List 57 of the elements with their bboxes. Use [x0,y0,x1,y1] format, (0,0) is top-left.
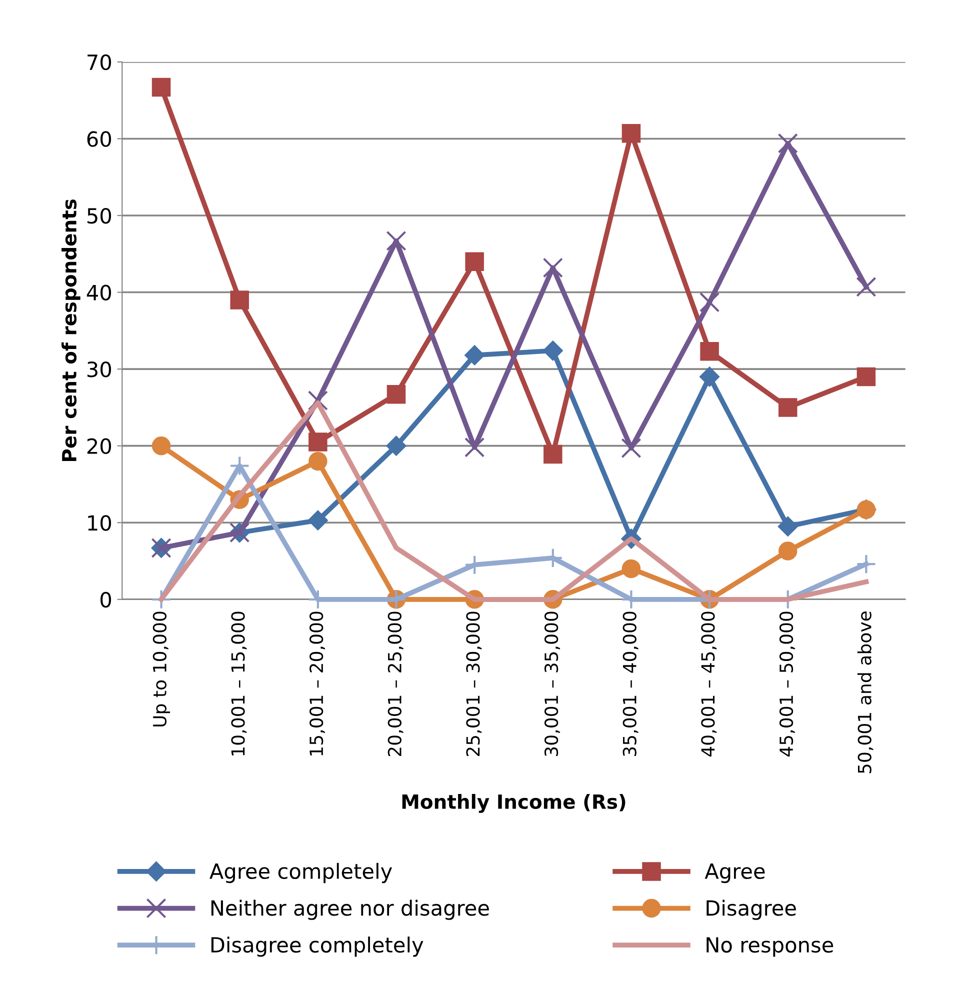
point [152,78,171,97]
point [230,290,249,310]
x-tick-label: 20,001 – 25,000 [388,612,404,756]
x-tick-label: 15,001 – 20,000 [310,612,325,756]
point [778,542,798,560]
point [778,133,798,154]
x-tick-label: 45,001 – 50,000 [779,612,795,756]
point [542,258,563,278]
point [308,510,328,530]
point [543,340,563,361]
legend-label: Disagree completely [211,936,424,957]
point [622,559,641,578]
y-tick-label: 0 [100,592,112,608]
point [544,444,562,464]
y-tick-label: 40 [86,284,112,300]
point [308,452,328,471]
legend-label: Disagree [706,900,796,920]
point [386,230,406,251]
x-axis-title: Monthly Income (Rs) [402,794,626,813]
y-tick-label: 30 [87,362,112,378]
y-tick-label: 10 [88,515,112,531]
point [700,342,719,361]
legend-label: Agree completely [210,862,392,884]
point [621,438,642,458]
legend-label: Agree [704,864,765,884]
y-axis-title: Per cent of respondents [62,199,80,462]
point [464,437,485,458]
x-tick-label: 25,001 – 30,000 [466,612,482,756]
point [308,432,328,452]
x-tick-label: Up to 10,000 [152,612,170,726]
point [386,436,406,456]
point [308,390,328,411]
y-tick-label: 50 [87,208,112,224]
x-tick-label: 40,001 – 45,000 [701,612,717,756]
x-tick-label: 35,001 – 40,000 [622,612,638,756]
point [778,516,798,536]
point [856,367,876,386]
legend-label: No response [706,937,834,957]
point [230,456,250,476]
x-tick-label: 10,001 – 15,000 [231,612,247,756]
point [856,554,876,574]
point [778,398,798,417]
x-tick-label: 50,001 and above [857,611,874,774]
point [464,345,484,366]
y-tick-label: 20 [87,438,112,454]
point [856,276,876,297]
legend-label: Neither agree nor disagree [211,900,489,920]
x-tick-label: 30,001 – 35,000 [544,612,560,756]
point [152,436,171,456]
point [386,385,406,404]
point [622,124,641,143]
point [700,366,720,387]
point [151,589,172,610]
point [699,292,720,312]
y-tick-label: 70 [88,54,112,70]
y-tick-label: 60 [87,131,112,147]
point [465,252,484,271]
